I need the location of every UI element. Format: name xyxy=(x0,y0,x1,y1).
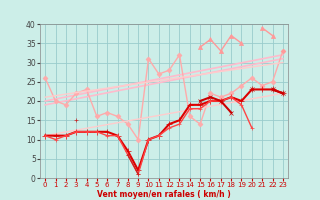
X-axis label: Vent moyen/en rafales ( km/h ): Vent moyen/en rafales ( km/h ) xyxy=(97,190,231,199)
